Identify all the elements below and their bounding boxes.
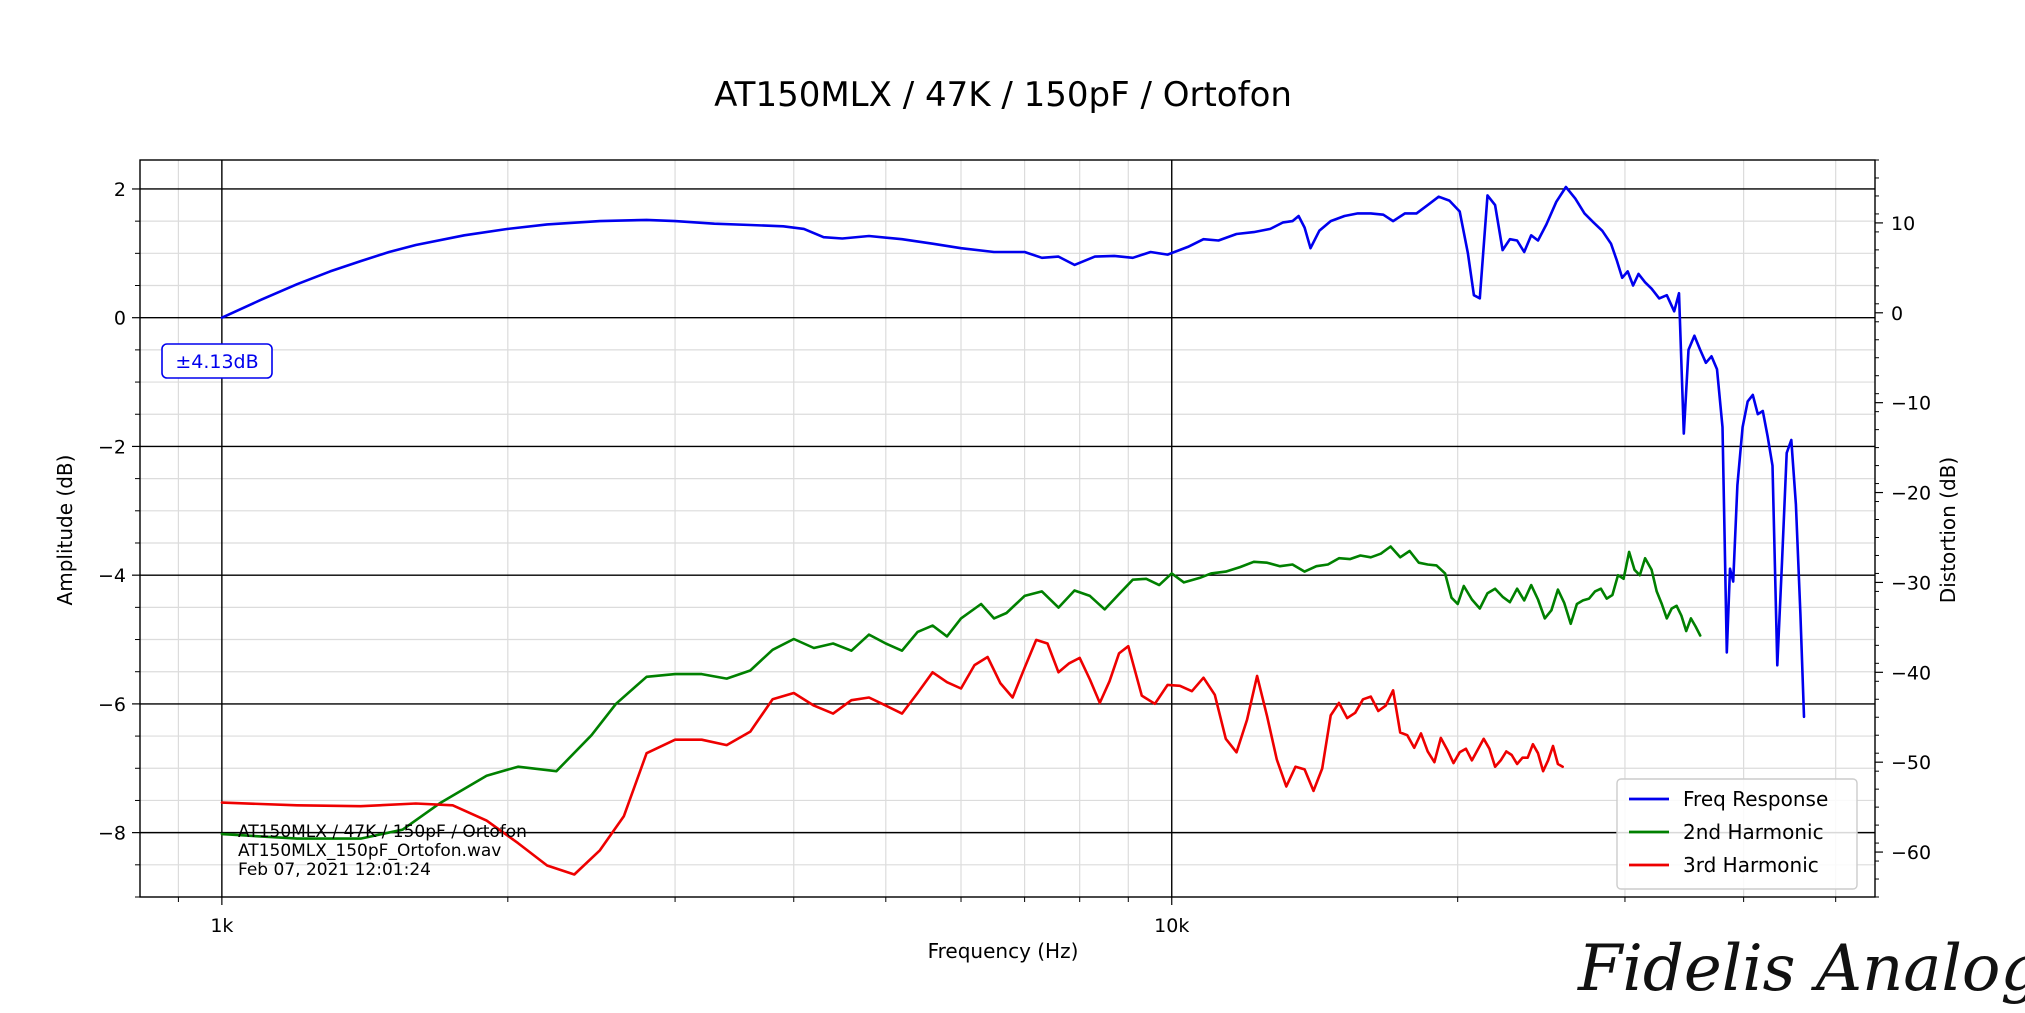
range-badge: ±4.13dB — [161, 343, 273, 379]
annotation-line: AT150MLX_150pF_Ortofon.wav — [238, 841, 501, 861]
y2-tick-label: 0 — [1891, 303, 1903, 325]
series-layer — [220, 185, 1806, 876]
y-axis-label: Amplitude (dB) — [53, 455, 77, 606]
y-tick-label: 2 — [114, 179, 126, 201]
y2-tick-label: −20 — [1891, 483, 1931, 505]
grid-layer — [140, 160, 1875, 898]
series-line-3rd-harmonic — [220, 638, 1564, 876]
series-line-2nd-harmonic — [220, 545, 1702, 840]
y2-axis-label: Distortion (dB) — [1936, 457, 1960, 603]
range-badge-text: ±4.13dB — [175, 351, 258, 373]
y-tick-label: −2 — [98, 436, 126, 458]
y-tick-label: −6 — [98, 694, 126, 716]
y-tick-label: −8 — [98, 823, 126, 845]
legend: Freq Response 2nd Harmonic 3rd Harmonic — [1616, 778, 1858, 890]
x-tick-label: 10k — [1154, 915, 1189, 937]
y2-tick-label: −30 — [1891, 572, 1931, 594]
y-tick-label: −4 — [98, 565, 126, 587]
series-line-freq-response — [220, 185, 1806, 719]
y2-tick-label: 10 — [1891, 213, 1915, 235]
annotation-line: Feb 07, 2021 12:01:24 — [238, 860, 431, 880]
y2-tick-label: −10 — [1891, 393, 1931, 415]
chart-title: AT150MLX / 47K / 150pF / Ortofon — [714, 75, 1292, 115]
x-axis-label: Frequency (Hz) — [928, 939, 1079, 963]
legend-box — [1616, 778, 1858, 890]
y2-tick-label: −50 — [1891, 752, 1931, 774]
x-tick-label: 1k — [210, 915, 233, 937]
y2-tick-label: −40 — [1891, 662, 1931, 684]
annotation-line: AT150MLX / 47K / 150pF / Ortofon — [238, 822, 527, 842]
file-annotation: AT150MLX / 47K / 150pF / OrtofonAT150MLX… — [238, 822, 527, 880]
plot-frame — [139, 159, 1876, 898]
legend-label: 2nd Harmonic — [1683, 820, 1824, 844]
legend-label: Freq Response — [1683, 787, 1828, 811]
signature-logo: Fidelis Analog — [1577, 932, 2025, 1006]
y-tick-label: 0 — [114, 308, 126, 330]
y2-tick-label: −60 — [1891, 842, 1931, 864]
legend-label: 3rd Harmonic — [1683, 853, 1819, 877]
